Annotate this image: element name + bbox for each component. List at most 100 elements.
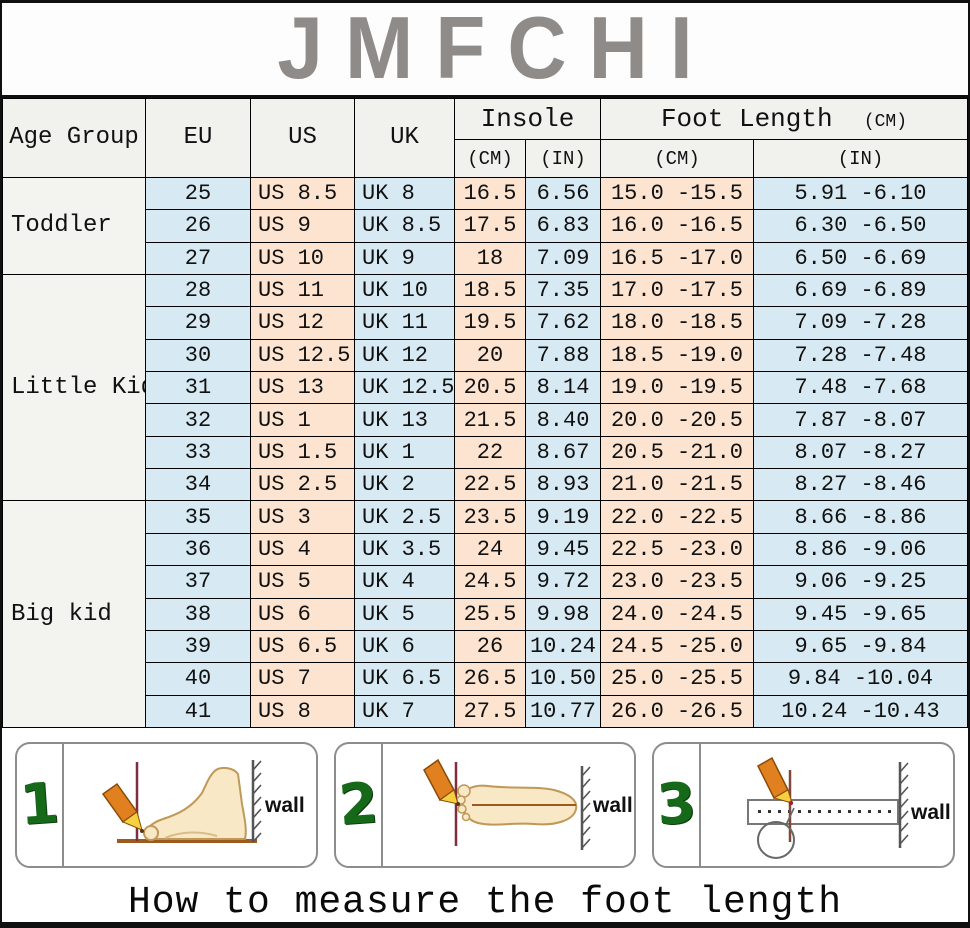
foot-in-cell: 9.84 -10.04 xyxy=(753,662,968,696)
eu-cell: 28 xyxy=(145,273,251,308)
foot-length-unit: (CM) xyxy=(863,112,908,133)
foot-length-label: Foot Length xyxy=(660,104,833,135)
eu-cell: 38 xyxy=(145,597,251,631)
insole-in-cell: 7.35 xyxy=(525,273,601,308)
table-row: 26 US 9 UK 8.5 17.5 6.83 16.0 -16.5 6.30… xyxy=(3,209,968,243)
foot-in-cell: 10.24 -10.43 xyxy=(753,694,968,729)
insole-in-cell: 8.93 xyxy=(525,468,601,502)
uk-cell: UK 7 xyxy=(354,694,455,729)
us-cell: US 6.5 xyxy=(250,629,355,664)
eu-cell: 39 xyxy=(145,629,251,664)
foot-cm-cell: 26.0 -26.5 xyxy=(600,694,754,729)
ruler-measure-illustration: wall xyxy=(701,744,953,866)
table-row: 39 US 6.5 UK 6 26 10.24 24.5 -25.0 9.65 … xyxy=(3,629,968,664)
header-foot-length: Foot Length (CM) xyxy=(600,97,968,141)
eu-cell: 40 xyxy=(145,662,251,696)
table-row: Big kid 35 US 3 UK 2.5 23.5 9.19 22.0 -2… xyxy=(2,500,968,728)
insole-cm-cell: 26 xyxy=(454,629,526,664)
insole-cm-cell: 18.5 xyxy=(454,273,526,308)
step-number-box: 3 xyxy=(654,743,702,866)
uk-cell: UK 10 xyxy=(354,273,455,308)
measure-caption: How to measure the foot length xyxy=(127,881,843,924)
measure-step-2-panel: 2 xyxy=(333,741,637,868)
insole-cm-cell: 23.5 xyxy=(454,500,526,534)
uk-cell: UK 2 xyxy=(354,468,455,502)
foot-cm-cell: 22.5 -23.0 xyxy=(600,532,754,567)
foot-cm-cell: 15.0 -15.5 xyxy=(600,176,754,211)
eu-cell: 29 xyxy=(145,306,251,340)
foot-cm-cell: 25.0 -25.5 xyxy=(600,662,754,696)
foot-cm-cell: 21.0 -21.5 xyxy=(600,468,754,502)
insole-in-cell: 6.56 xyxy=(525,176,601,211)
foot-in-cell: 9.65 -9.84 xyxy=(753,629,968,664)
insole-in-cell: 8.67 xyxy=(525,435,601,470)
size-chart-table: Age Group EU US UK Insole Foot Length (C… xyxy=(2,97,968,729)
uk-cell: UK 5 xyxy=(354,597,455,631)
uk-cell: UK 11 xyxy=(354,306,455,340)
uk-cell: UK 4 xyxy=(354,565,455,599)
eu-cell: 34 xyxy=(145,468,251,502)
foot-in-cell: 5.91 -6.10 xyxy=(753,176,968,211)
table-row: 32 US 1 UK 13 21.5 8.40 20.0 -20.5 7.87 … xyxy=(3,403,968,437)
foot-in-cell: 7.28 -7.48 xyxy=(753,338,968,373)
subheader-foot-cm: (CM) xyxy=(600,139,754,178)
table-row: 37 US 5 UK 4 24.5 9.72 23.0 -23.5 9.06 -… xyxy=(3,565,968,599)
foot-cm-cell: 24.0 -24.5 xyxy=(600,597,754,631)
table-row: 36 US 4 UK 3.5 24 9.45 22.5 -23.0 8.86 -… xyxy=(3,532,968,567)
us-cell: US 4 xyxy=(250,532,355,567)
table-row: 31 US 13 UK 12.5 20.5 8.14 19.0 -19.5 7.… xyxy=(3,371,968,405)
uk-cell: UK 6 xyxy=(354,629,455,664)
insole-cm-cell: 18 xyxy=(454,241,526,275)
us-cell: US 8.5 xyxy=(250,176,355,211)
us-cell: US 1.5 xyxy=(250,435,355,470)
uk-cell: UK 13 xyxy=(354,403,455,437)
measure-step-1-panel: 1 xyxy=(15,741,318,868)
eu-cell: 36 xyxy=(145,532,251,567)
foot-in-cell: 7.87 -8.07 xyxy=(753,403,968,437)
foot-in-cell: 6.50 -6.69 xyxy=(753,241,968,275)
age-group-little-kid: Little Kid xyxy=(2,273,146,502)
table-row: 27 US 10 UK 9 18 7.09 16.5 -17.0 6.50 -6… xyxy=(3,241,968,275)
foot-in-cell: 7.09 -7.28 xyxy=(753,306,968,340)
uk-cell: UK 2.5 xyxy=(354,500,455,534)
us-cell: US 11 xyxy=(250,273,355,308)
uk-cell: UK 12.5 xyxy=(354,371,455,405)
uk-cell: UK 3.5 xyxy=(354,532,455,567)
foot-in-cell: 6.69 -6.89 xyxy=(753,273,968,308)
uk-cell: UK 12 xyxy=(354,338,455,373)
header-uk: UK xyxy=(354,98,455,178)
foot-cm-cell: 19.0 -19.5 xyxy=(600,371,754,405)
foot-side-view-drawing: wall xyxy=(101,759,305,843)
eu-cell: 35 xyxy=(145,500,251,534)
insole-in-cell: 9.45 xyxy=(525,532,601,567)
us-cell: US 6 xyxy=(250,597,355,631)
step-3-number: 3 xyxy=(655,770,699,838)
foot-cm-cell: 18.0 -18.5 xyxy=(600,306,754,340)
eu-cell: 33 xyxy=(145,435,251,470)
insole-in-cell: 9.98 xyxy=(525,597,601,631)
foot-cm-cell: 22.0 -22.5 xyxy=(600,500,754,534)
foot-in-cell: 6.30 -6.50 xyxy=(753,209,968,243)
subheader-insole-in: (IN) xyxy=(525,139,601,178)
insole-cm-cell: 20.5 xyxy=(454,371,526,405)
us-cell: US 7 xyxy=(250,662,355,696)
header-insole: Insole xyxy=(454,97,601,141)
insole-in-cell: 7.88 xyxy=(525,338,601,373)
foot-top-view-illustration: wall xyxy=(383,744,635,866)
caption-section: How to measure the foot length xyxy=(2,881,968,924)
foot-in-cell: 8.86 -9.06 xyxy=(753,532,968,567)
eu-cell: 31 xyxy=(145,371,251,405)
insole-in-cell: 6.83 xyxy=(525,209,601,243)
header-us: US xyxy=(250,98,355,178)
eu-cell: 32 xyxy=(145,403,251,437)
insole-in-cell: 10.24 xyxy=(525,629,601,664)
table-row: 30 US 12.5 UK 12 20 7.88 18.5 -19.0 7.28… xyxy=(3,338,968,373)
foot-in-cell: 8.27 -8.46 xyxy=(753,468,968,502)
insole-in-cell: 8.40 xyxy=(525,403,601,437)
us-cell: US 2.5 xyxy=(250,468,355,502)
table-row: 40 US 7 UK 6.5 26.5 10.50 25.0 -25.5 9.8… xyxy=(3,662,968,696)
eu-cell: 25 xyxy=(145,176,251,211)
us-cell: US 10 xyxy=(250,241,355,275)
insole-cm-cell: 22 xyxy=(454,435,526,470)
foot-cm-cell: 16.0 -16.5 xyxy=(600,209,754,243)
